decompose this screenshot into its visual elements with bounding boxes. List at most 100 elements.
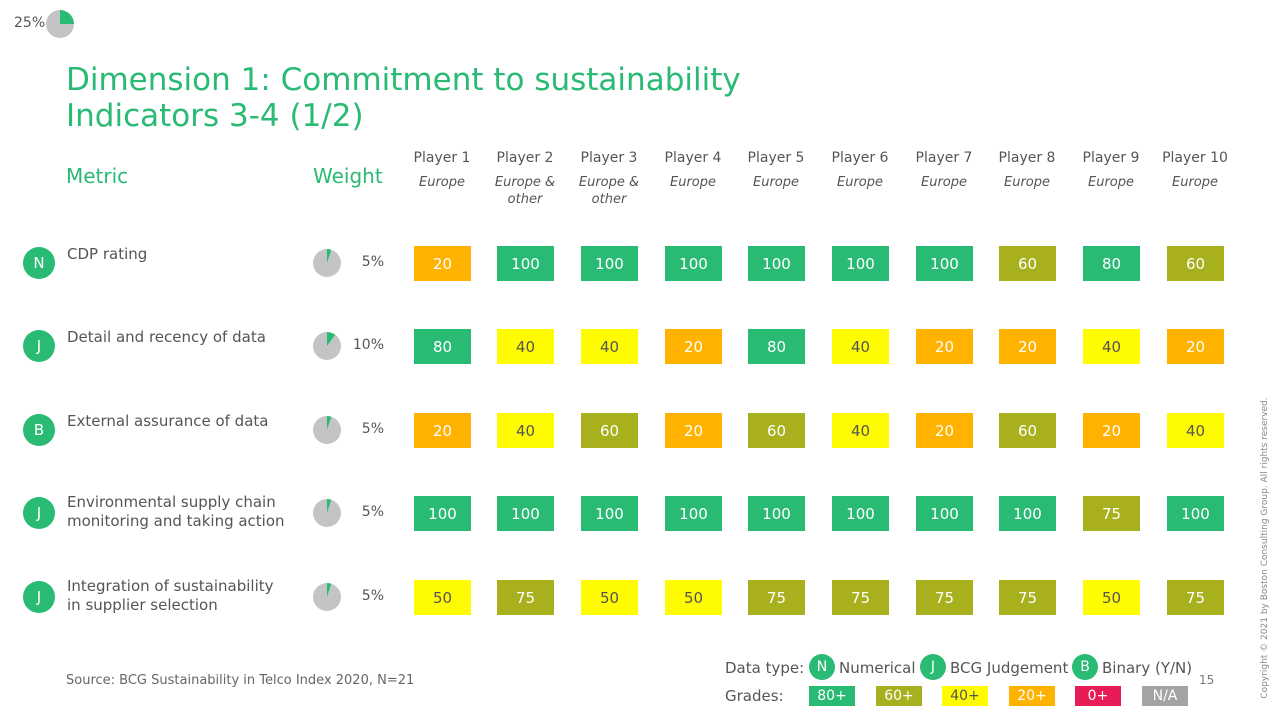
score-cell: 100 [999,496,1056,531]
score-cell: 20 [665,329,722,364]
weight-pie-icon [313,332,341,360]
metric-label-line-2: in supplier selection [67,596,218,614]
title-line-2: Indicators 3-4 (1/2) [66,98,364,134]
page-title: Dimension 1: Commitment to sustainabilit… [66,62,741,134]
player-region: Europe [920,175,967,190]
player-name: Player 7 [915,150,973,166]
player-region: Europe [836,175,883,190]
legend-type-badge: N [809,654,835,680]
source-note: Source: BCG Sustainability in Telco Inde… [66,673,415,688]
score-cell: 60 [999,246,1056,281]
score-cell: 75 [748,580,805,615]
grade-swatch: 80+ [809,686,855,706]
progress-label: 25% [14,15,46,31]
score-cell: 100 [748,246,805,281]
grade-swatch: 40+ [942,686,988,706]
metric-label: External assurance of data [67,412,307,431]
player-region: Europe [418,175,465,190]
grade-swatch: 60+ [876,686,922,706]
score-cell: 40 [581,329,638,364]
score-cell: 75 [916,580,973,615]
data-type-badge: B [23,414,55,446]
score-cell: 100 [832,246,889,281]
progress-pie-icon [46,10,74,38]
player-name: Player 2 [496,150,554,166]
score-cell: 100 [665,496,722,531]
data-type-badge: J [23,497,55,529]
player-region: Europe [752,175,799,190]
score-cell: 60 [581,413,638,448]
metric-label-line-1: External assurance of data [67,412,269,430]
grades-label: Grades: [725,687,784,705]
data-type-badge: J [23,581,55,613]
score-cell: 50 [1083,580,1140,615]
weight-value: 5% [361,504,384,520]
score-cell: 80 [1083,246,1140,281]
weight-value: 5% [361,254,384,270]
score-cell: 75 [1083,496,1140,531]
player-region: Europe [669,175,716,190]
grade-swatch: 20+ [1009,686,1055,706]
weight-pie-icon [313,416,341,444]
copyright-notice: Copyright © 2021 by Boston Consulting Gr… [1260,397,1270,699]
weight-pie-icon [313,249,341,277]
player-region: Europe [1003,175,1050,190]
weight-header: Weight [313,164,383,188]
weight-value: 10% [352,337,384,353]
metric-label-line-1: CDP rating [67,245,148,263]
score-cell: 50 [665,580,722,615]
player-name: Player 1 [413,150,471,166]
metric-label-line-1: Detail and recency of data [67,328,266,346]
score-cell: 60 [748,413,805,448]
metric-label-line-1: Environmental supply chain [67,493,276,511]
player-name: Player 3 [580,150,638,166]
score-cell: 100 [581,496,638,531]
score-cell: 100 [497,496,554,531]
player-region: Europe & other [578,175,640,207]
score-cell: 40 [497,329,554,364]
score-cell: 20 [916,413,973,448]
data-type-label: Data type: [725,659,805,677]
score-cell: 75 [832,580,889,615]
metric-label: Integration of sustainability in supplier… [67,577,307,615]
score-cell: 20 [916,329,973,364]
score-cell: 100 [497,246,554,281]
score-cell: 50 [581,580,638,615]
player-region: Europe [1171,175,1218,190]
player-region: Europe [1087,175,1134,190]
legend-type-text: BCG Judgement [950,659,1069,677]
score-cell: 100 [665,246,722,281]
score-cell: 40 [1167,413,1224,448]
score-cell: 20 [665,413,722,448]
score-cell: 75 [1167,580,1224,615]
weight-pie-icon [313,583,341,611]
player-name: Player 10 [1162,150,1228,166]
legend-type-badge: B [1072,654,1098,680]
legend-type-text: Binary (Y/N) [1102,659,1193,677]
title-line-1: Dimension 1: Commitment to sustainabilit… [66,62,741,98]
score-cell: 40 [832,329,889,364]
score-cell: 100 [1167,496,1224,531]
score-cell: 100 [916,246,973,281]
player-region: Europe & other [494,175,556,207]
score-cell: 20 [1083,413,1140,448]
score-cell: 75 [999,580,1056,615]
weight-pie-icon [313,499,341,527]
metric-label-line-1: Integration of sustainability [67,577,274,595]
score-cell: 60 [999,413,1056,448]
score-cell: 100 [832,496,889,531]
score-cell: 100 [916,496,973,531]
metric-header: Metric [66,164,129,188]
score-cell: 50 [414,580,471,615]
data-type-badge: N [23,247,55,279]
score-cell: 100 [581,246,638,281]
score-cell: 20 [414,246,471,281]
player-name: Player 4 [664,150,722,166]
score-cell: 20 [1167,329,1224,364]
score-cell: 60 [1167,246,1224,281]
score-cell: 20 [414,413,471,448]
grade-swatch: N/A [1142,686,1188,706]
score-cell: 80 [748,329,805,364]
page-number: 15 [1199,673,1215,687]
score-cell: 100 [414,496,471,531]
